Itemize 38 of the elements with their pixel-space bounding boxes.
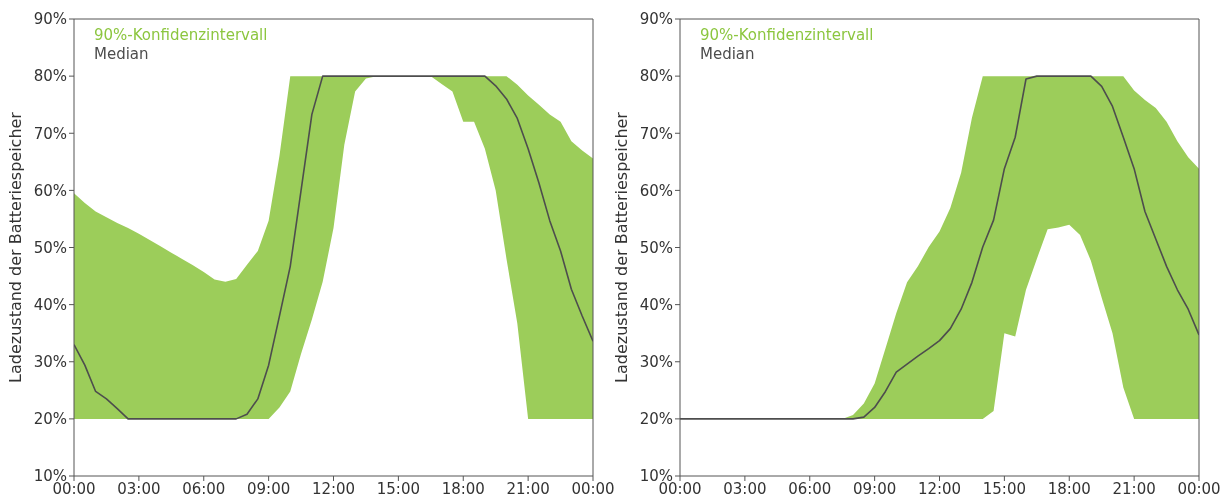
x-tick-label: 12:00: [311, 479, 356, 498]
x-tick-label: 15:00: [982, 479, 1026, 498]
y-tick-label: 30%: [33, 353, 67, 372]
x-tick-label: 03:00: [723, 479, 767, 498]
x-tick-label: 03:00: [117, 479, 161, 498]
y-tick-label: 60%: [639, 181, 673, 200]
y-tick-label: 70%: [33, 124, 67, 143]
y-tick-label: 80%: [639, 67, 673, 86]
y-tick-label: 60%: [33, 181, 67, 200]
annotation: 90%-Konfidenzintervall: [700, 26, 874, 45]
x-tick-label: 21:00: [1112, 479, 1156, 498]
y-tick-label: 20%: [639, 410, 673, 429]
y-tick-label: 30%: [639, 353, 673, 372]
x-tick-label: 06:00: [182, 479, 226, 498]
y-axis-title: Ladezustand der Batteriespeicher: [5, 111, 25, 383]
x-tick-label: 12:00: [917, 479, 962, 498]
x-tick-label: 06:00: [788, 479, 832, 498]
x-tick-label: 09:00: [853, 479, 897, 498]
x-tick-label: 18:00: [1047, 479, 1091, 498]
y-tick-label: 90%: [33, 10, 67, 29]
x-tick-label: 00:00: [571, 479, 615, 498]
y-tick-label: 20%: [33, 410, 67, 429]
y-tick-label: 50%: [639, 238, 673, 257]
y-tick-label: 70%: [639, 124, 673, 143]
x-tick-label: 15:00: [376, 479, 420, 498]
y-tick-label: 50%: [33, 238, 67, 257]
y-tick-label: 40%: [639, 295, 673, 314]
x-tick-label: 00:00: [1177, 479, 1221, 498]
y-tick-label: 40%: [33, 295, 67, 314]
y-axis-title: Ladezustand der Batteriespeicher: [611, 111, 631, 383]
text: Median: [94, 45, 150, 64]
x-tick-label: 21:00: [506, 479, 550, 498]
text: Median: [700, 45, 756, 64]
annotation: 90%-Konfidenzintervall: [94, 26, 268, 45]
y-tick-label: 80%: [33, 67, 67, 86]
x-tick-label: 18:00: [441, 479, 485, 498]
y-tick-label: 90%: [639, 10, 673, 29]
x-tick-label: 09:00: [247, 479, 291, 498]
